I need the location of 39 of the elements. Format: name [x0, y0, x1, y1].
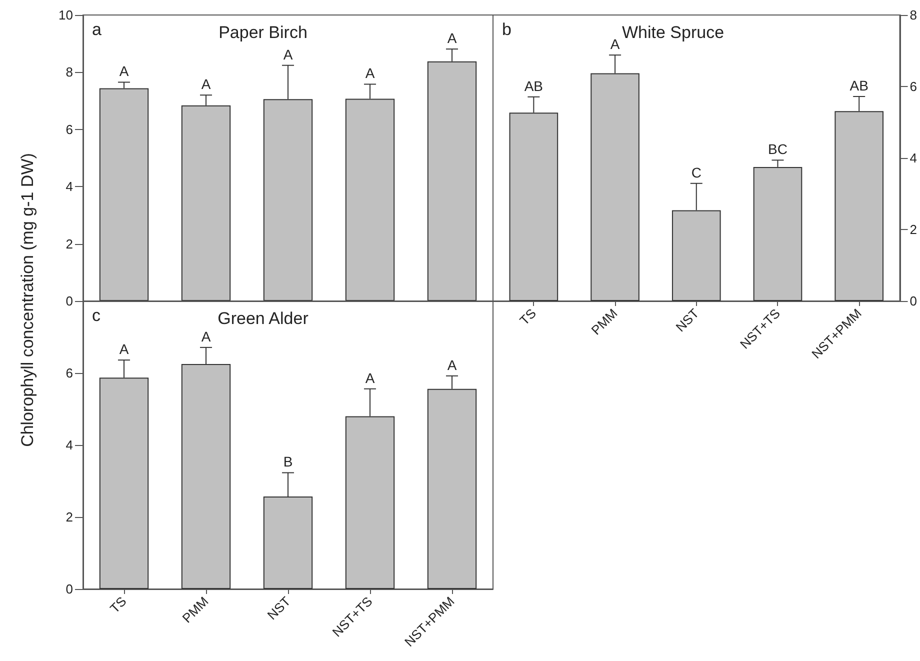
y-tick-label: 8: [66, 64, 73, 80]
annotation: A: [201, 76, 212, 92]
y-axis-title: Chlorophyll concentration (mg g-1 DW): [18, 153, 38, 447]
x-tick-label: TS: [106, 593, 130, 616]
text: Paper Birch: [218, 23, 308, 42]
annotation: A: [610, 36, 620, 52]
annotation: A: [201, 328, 212, 344]
y-tick-label: 4: [66, 438, 73, 452]
annotation: C: [691, 164, 702, 180]
annotation: A: [365, 65, 376, 82]
y-tick-label: 0: [66, 294, 73, 308]
annotation: A: [447, 356, 458, 373]
annotation: c: [92, 306, 101, 325]
annotation: A: [283, 46, 294, 62]
y-tick-label: 6: [910, 79, 918, 94]
y-tick-label: 10: [58, 8, 73, 22]
annotation: AB: [850, 78, 868, 94]
annotation: A: [119, 63, 130, 80]
x-tick-label: TS: [516, 305, 540, 328]
annotation: BC: [768, 141, 788, 158]
y-tick-label: 6: [66, 366, 73, 380]
chart-title: Green Alder: [218, 309, 309, 328]
y-tick-label: 2: [66, 510, 73, 524]
y-tick-label: 8: [910, 8, 918, 22]
annotation: a: [92, 20, 102, 39]
annotation: A: [365, 370, 376, 386]
y-tick-label: 6: [66, 122, 73, 137]
annotation: b: [502, 20, 512, 39]
y-tick-label: 2: [910, 222, 918, 237]
annotation: A: [119, 341, 130, 358]
y-tick-label: 4: [66, 179, 73, 194]
text: White Spruce: [622, 23, 724, 42]
y-tick-label: 4: [910, 150, 918, 166]
y-tick-label: 0: [910, 294, 918, 308]
annotation: A: [447, 30, 458, 46]
y-tick-label: 2: [66, 236, 73, 252]
annotation: B: [283, 454, 293, 470]
y-tick-label: 0: [66, 582, 73, 596]
annotation: AB: [524, 78, 544, 94]
